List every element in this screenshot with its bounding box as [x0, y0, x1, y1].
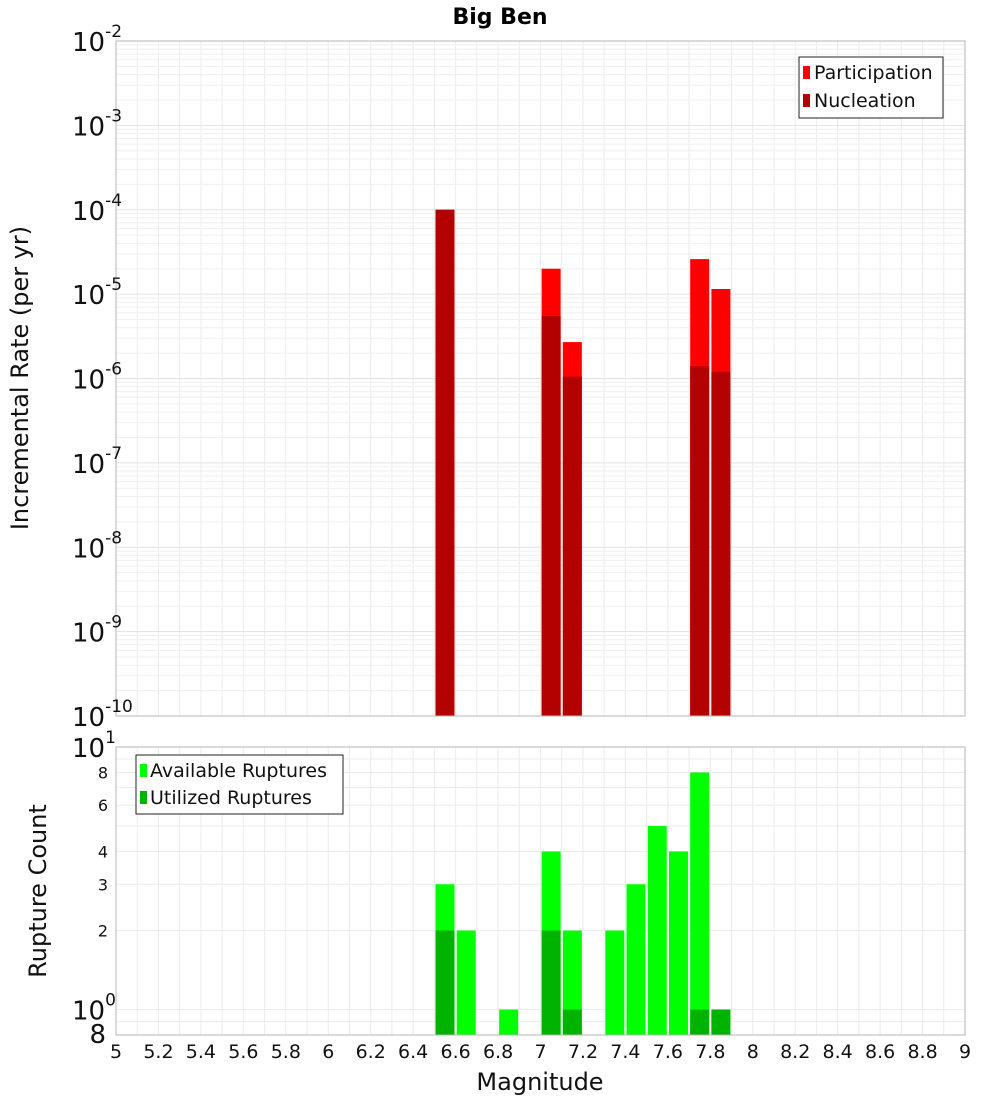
bottom-y-minor-label: 4 [98, 842, 108, 861]
top-bar-nucleation [562, 376, 582, 716]
x-tick-label: 7 [534, 1041, 546, 1063]
x-tick-label: 8.4 [823, 1041, 853, 1063]
bottom-bar-available-ruptures [456, 930, 476, 1035]
legend-swatch-utilized-ruptures [140, 791, 147, 804]
bottom-legend-box [135, 754, 344, 815]
bottom-y-minor-label: 8 [98, 763, 108, 782]
bottom-bar-available-ruptures [499, 1009, 519, 1035]
top-plot-frame [115, 40, 966, 717]
top-legend-box [798, 56, 944, 119]
top-y-tick-label: 10-10 [72, 697, 133, 733]
top-y-tick-label: 10-9 [72, 613, 122, 649]
x-tick-label: 5 [110, 1041, 122, 1063]
x-tick-label: 6.4 [398, 1041, 428, 1063]
bottom-y-axis-label: Rupture Count [24, 804, 52, 978]
top-y-ticks: 10-2 10-3 10-4 10-5 10-6 10-7 10-8 10-9 10-10 [72, 22, 133, 733]
x-tick-label: 8.8 [907, 1041, 937, 1063]
x-tick-label: 5.8 [271, 1041, 301, 1063]
bottom-y-minor-label: 8 [89, 1020, 106, 1050]
x-tick-label: 7.4 [610, 1041, 640, 1063]
x-tick-label: 5.2 [143, 1041, 173, 1063]
top-bar-nucleation [541, 316, 561, 716]
x-tick-label: 5.4 [186, 1041, 216, 1063]
top-y-tick-label: 10-8 [72, 528, 122, 564]
x-tick-labels: 5 5.2 5.4 5.6 5.8 6 6.2 6.4 6.6 6.8 7 7.2 7.4 7.6 7.8 8… [110, 1041, 971, 1063]
bottom-legend: Available Ruptures Utilized Ruptures [135, 754, 344, 815]
bottom-bar-utilized-ruptures [711, 1009, 731, 1035]
bottom-y-minor-label: 2 [98, 922, 108, 941]
bottom-y-minor-label: 6 [98, 796, 108, 815]
x-tick-label: 8.6 [865, 1041, 895, 1063]
top-y-tick-label: 10-4 [72, 191, 122, 227]
bottom-bar-available-ruptures [647, 826, 667, 1035]
bottom-bar-utilized-ruptures [562, 1009, 582, 1035]
x-tick-label: 6.8 [483, 1041, 513, 1063]
top-y-tick-label: 10-7 [72, 444, 122, 480]
top-bar-nucleation [711, 371, 731, 716]
x-tick-label: 5.6 [228, 1041, 258, 1063]
top-y-tick-label: 10-3 [72, 106, 122, 142]
x-tick-label: 9 [959, 1041, 971, 1063]
bottom-bar-utilized-ruptures [690, 1009, 710, 1035]
bottom-y-major-label: 101 [72, 728, 116, 764]
legend-swatch-participation [803, 66, 810, 79]
x-tick-label: 6.6 [440, 1041, 470, 1063]
x-tick-label: 7.6 [653, 1041, 683, 1063]
bottom-y-minor-label: 3 [98, 875, 108, 894]
bottom-plot-frame [115, 746, 966, 1036]
bottom-bars [435, 772, 731, 1035]
top-y-axis-label: Incremental Rate (per yr) [6, 226, 34, 530]
x-tick-label: 8.2 [780, 1041, 810, 1063]
bottom-bar-available-ruptures [690, 772, 710, 1035]
top-bar-nucleation [690, 366, 710, 716]
top-bars [435, 209, 731, 716]
bottom-bar-utilized-ruptures [541, 930, 561, 1035]
x-axis-label: Magnitude [476, 1068, 603, 1096]
top-y-tick-label: 10-6 [72, 360, 122, 396]
top-plot: 10-2 10-3 10-4 10-5 10-6 10-7 10-8 10-9 10-10 In… [6, 22, 966, 733]
bottom-bar-available-ruptures [605, 930, 625, 1035]
top-bar-nucleation [435, 209, 455, 716]
bottom-bar-utilized-ruptures [435, 930, 455, 1035]
x-tick-label: 6 [322, 1041, 334, 1063]
legend-swatch-nucleation [803, 94, 810, 107]
x-tick-label: 7.2 [568, 1041, 598, 1063]
chart-title: Big Ben [452, 5, 547, 30]
top-grid [115, 41, 966, 717]
x-tick-label: 7.8 [695, 1041, 725, 1063]
bottom-bar-available-ruptures [562, 930, 582, 1035]
legend-label-available-ruptures: Available Ruptures [150, 760, 327, 782]
bottom-bar-available-ruptures [668, 851, 688, 1035]
top-y-tick-label: 10-5 [72, 275, 122, 311]
x-tick-label: 6.2 [356, 1041, 386, 1063]
top-y-tick-label: 10-2 [72, 22, 122, 58]
bottom-bar-available-ruptures [626, 884, 646, 1035]
legend-swatch-available-ruptures [140, 764, 147, 777]
legend-label-utilized-ruptures: Utilized Ruptures [150, 787, 312, 809]
legend-label-nucleation: Nucleation [814, 90, 916, 112]
legend-label-participation: Participation [814, 62, 933, 84]
top-legend: Participation Nucleation [798, 56, 944, 119]
x-tick-label: 8 [747, 1041, 759, 1063]
